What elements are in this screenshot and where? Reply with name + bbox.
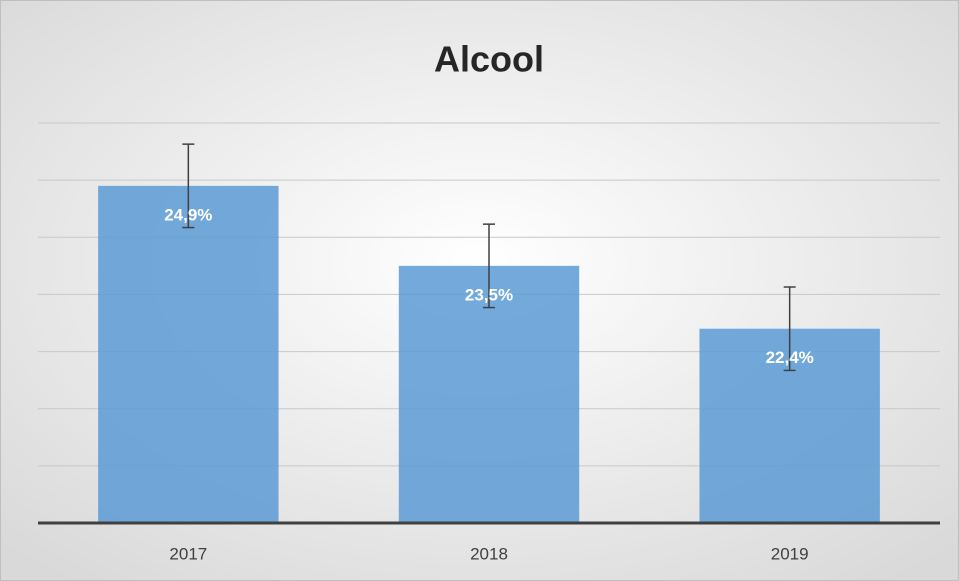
x-tick-label: 2019: [771, 544, 809, 563]
bar: [98, 185, 279, 523]
data-label: 23,5%: [465, 285, 513, 304]
x-tick-label: 2018: [470, 544, 508, 563]
data-label: 24,9%: [164, 205, 212, 224]
bar: [398, 265, 580, 523]
data-label: 22,4%: [766, 348, 814, 367]
x-tick-label: 2017: [169, 544, 207, 563]
chart-title: Alcool: [434, 39, 544, 80]
